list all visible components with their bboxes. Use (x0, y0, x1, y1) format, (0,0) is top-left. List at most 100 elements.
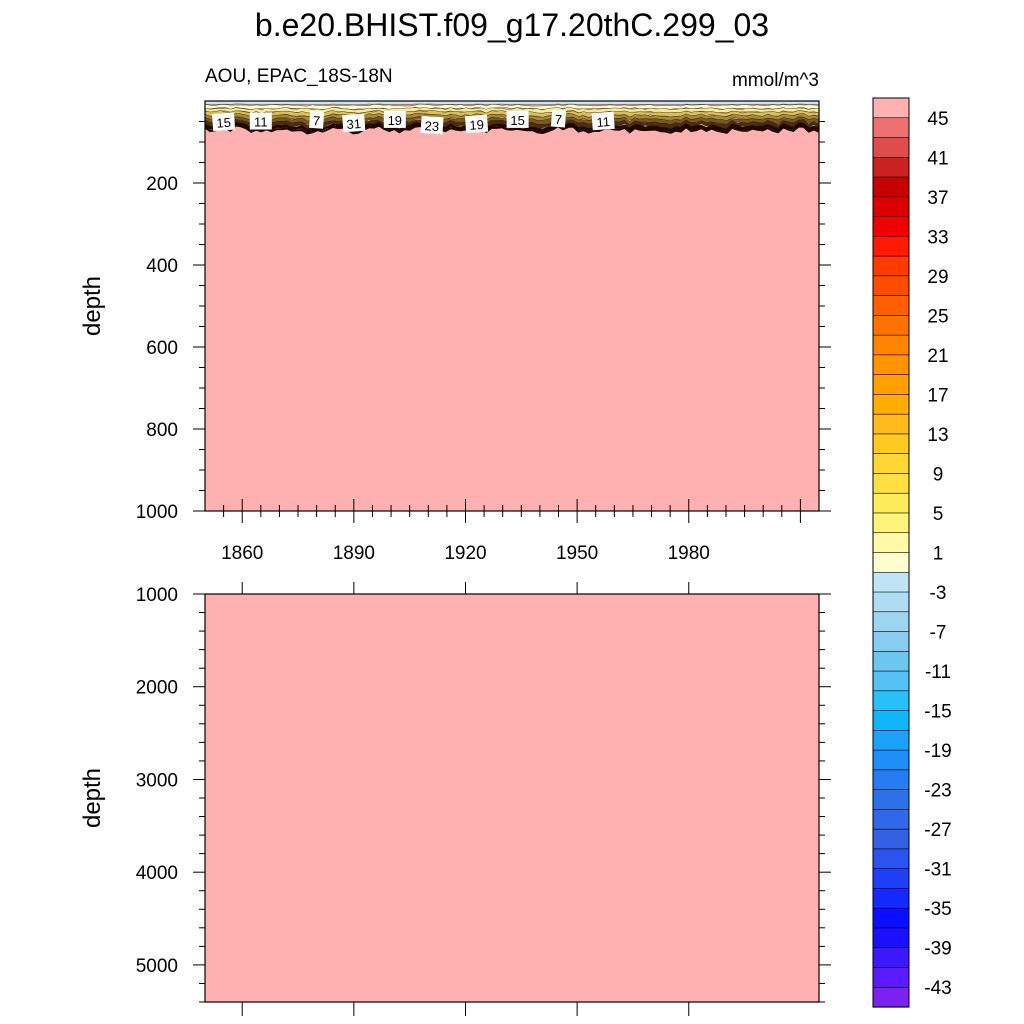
contour-label: 15 (506, 110, 529, 128)
contour-label: 11 (249, 112, 272, 130)
contour-label: 31 (342, 113, 366, 133)
contour-label: 23 (420, 115, 444, 135)
colorbar-label: 33 (927, 227, 948, 248)
colorbar-label: 45 (927, 109, 948, 130)
colorbar-swatch (872, 947, 910, 969)
colorbar-swatch (872, 275, 910, 297)
colorbar-swatch (872, 117, 910, 139)
bottom-panel: 1000 2000 3000 4000 5000 depth (79, 582, 831, 1016)
bottom-y-axis-label: depth (79, 768, 106, 828)
colorbar-swatch (872, 967, 910, 988)
colorbar-swatch (872, 848, 910, 870)
colorbar-label: -23 (924, 781, 951, 802)
contour-label-box (464, 114, 489, 134)
colorbar-label: -43 (924, 978, 951, 999)
x-tick-label: 1890 (333, 543, 375, 564)
colorbar-swatch (872, 927, 910, 949)
units-subtitle: mmol/m^3 (732, 70, 819, 91)
colorbar-swatch (872, 156, 910, 178)
y-tick-label: 4000 (136, 863, 178, 884)
colorbar-swatch (872, 651, 910, 672)
contour-line (204, 124, 820, 135)
colorbar-label: -7 (930, 623, 947, 644)
colorbar-swatch (872, 512, 910, 534)
colorbar-swatch (872, 710, 910, 731)
colorbar-swatch (872, 571, 910, 593)
colorbar-label: 29 (927, 267, 948, 288)
contour-label-text: 7 (312, 113, 320, 128)
colorbar-swatch (872, 473, 910, 494)
colorbar-swatch (872, 670, 910, 692)
colorbar-label: 5 (933, 504, 944, 525)
top-x-axis: 1860 1890 1920 1950 1980 (221, 499, 801, 564)
colorbar-label: 13 (927, 425, 948, 446)
contour-label-text: 11 (254, 115, 268, 130)
colorbar-label: 25 (927, 306, 948, 327)
colorbar-swatch (872, 413, 910, 435)
colorbar-swatch (872, 828, 910, 850)
contour-label: 19 (464, 114, 489, 134)
colorbar-swatch (872, 611, 910, 633)
x-tick-label: 1860 (221, 543, 263, 564)
colorbar-label: -15 (924, 702, 951, 723)
colorbar-label: -39 (924, 939, 951, 960)
contour-label-box (342, 113, 366, 133)
colorbar-label: -19 (924, 741, 951, 762)
contour-label: 7 (550, 109, 567, 128)
contour-label-text: 15 (216, 115, 231, 131)
colorbar-swatch (872, 433, 910, 455)
colorbar-swatch (872, 809, 910, 830)
colorbar-swatch (872, 690, 910, 712)
colorbar-label: -35 (924, 899, 951, 920)
colorbar-swatch (872, 769, 910, 791)
contour-label-box (211, 112, 236, 132)
colorbar-swatch (872, 631, 910, 652)
colorbar-swatch (872, 789, 910, 810)
contour-label: 11 (591, 111, 615, 131)
colorbar-swatch (872, 888, 910, 909)
y-tick-label: 400 (146, 256, 178, 277)
y-tick-label: 1000 (136, 585, 178, 606)
y-tick-label: 2000 (136, 678, 178, 699)
y-tick-label: 5000 (136, 956, 178, 977)
colorbar-label: -11 (925, 662, 951, 683)
bottom-y-axis: 1000 2000 3000 4000 5000 (136, 585, 831, 1003)
left-subtitle: AOU, EPAC_18S-18N (205, 66, 393, 87)
colorbar-label: 9 (933, 464, 944, 485)
colorbar-swatch (872, 986, 910, 1008)
y-tick-label: 600 (146, 338, 178, 359)
colorbar-label: -31 (924, 860, 951, 881)
colorbar-label: 41 (927, 148, 948, 169)
colorbar-swatch (872, 868, 910, 890)
contour-label-box (591, 111, 615, 131)
colorbar-swatch (872, 97, 910, 119)
top-panel: AOU, EPAC_18S-18N mmol/m^3 15 11 7 31 19 23 19… (79, 66, 831, 564)
colorbar-swatch (872, 255, 910, 277)
colorbar-swatch (872, 315, 910, 336)
contour-label-box (550, 109, 567, 128)
x-tick-label: 1950 (556, 543, 598, 564)
contour-label-text: 11 (596, 114, 611, 130)
colorbar-swatch (872, 334, 910, 356)
contour-label: 19 (383, 110, 406, 128)
bottom-plot-area (205, 594, 819, 1002)
colorbar-swatch (872, 907, 910, 929)
colorbar-swatch (872, 749, 910, 771)
contour-label-text: 31 (346, 116, 361, 132)
colorbar-swatch (872, 552, 910, 573)
contour-label: 15 (211, 112, 236, 132)
colorbar-label: 37 (927, 188, 948, 209)
colorbar-swatch (872, 196, 910, 218)
chart-title: b.e20.BHIST.f09_g17.20thC.299_03 (255, 7, 769, 43)
contour-label-box (249, 112, 272, 130)
colorbar-swatch (872, 492, 910, 514)
contour-label-text: 19 (388, 113, 402, 128)
contour-label-box (506, 110, 529, 128)
colorbar-label: 21 (927, 346, 948, 367)
colorbar-swatch (872, 730, 910, 751)
colorbar-swatch (872, 453, 910, 475)
y-tick-label: 1000 (136, 502, 178, 523)
contour-label-text: 15 (510, 113, 524, 128)
colorbar-swatch (872, 176, 910, 198)
